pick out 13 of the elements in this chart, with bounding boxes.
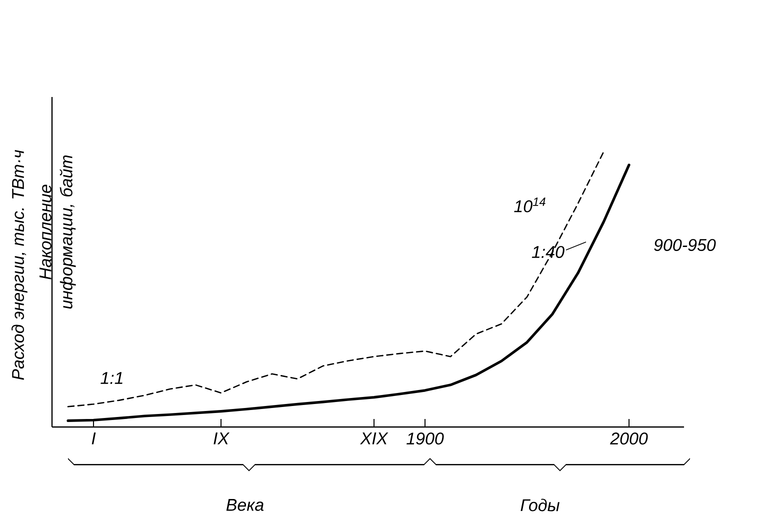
x-tick-label: 1900 <box>406 432 444 445</box>
y2-axis-title: Накопление информации, байт <box>40 155 76 309</box>
x-tick-label: XIX <box>360 432 388 444</box>
x-tick-label: 2000 <box>610 432 648 445</box>
text: Годы <box>520 498 560 512</box>
annotation: 1:40 <box>532 246 564 258</box>
text: Века <box>226 499 264 511</box>
y-axis-title: Расход энергии, тыс. ТВт·ч <box>12 150 28 380</box>
x-tick-label: IX <box>214 432 230 444</box>
annotation: 1:1 <box>100 372 122 384</box>
text: 900-950 <box>654 238 716 252</box>
x-tick-label: I <box>92 432 96 444</box>
annotation: 10$^{14}$ <box>514 198 546 212</box>
